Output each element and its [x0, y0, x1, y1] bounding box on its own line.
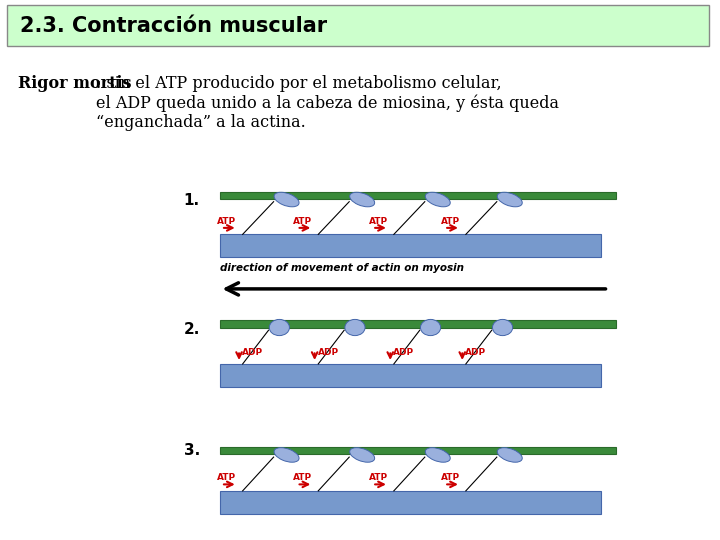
Text: 2.: 2. — [184, 322, 200, 337]
Ellipse shape — [498, 448, 522, 462]
Ellipse shape — [498, 192, 522, 207]
Text: ATP: ATP — [441, 473, 460, 482]
Text: ATP: ATP — [217, 217, 237, 226]
Text: ADP: ADP — [393, 348, 414, 357]
Text: Rigor mortis: Rigor mortis — [18, 75, 132, 91]
Ellipse shape — [492, 319, 513, 335]
Text: : sin el ATP producido por el metabolismo celular,
el ADP queda unido a la cabez: : sin el ATP producido por el metabolism… — [96, 75, 559, 131]
Text: ADP: ADP — [465, 348, 486, 357]
Text: direction of movement of actin on myosin: direction of movement of actin on myosin — [220, 262, 464, 273]
Bar — [220, 192, 616, 199]
Ellipse shape — [420, 319, 441, 335]
Bar — [220, 234, 601, 257]
Text: ADP: ADP — [242, 348, 263, 357]
Text: ATP: ATP — [441, 217, 460, 226]
Ellipse shape — [426, 448, 450, 462]
Ellipse shape — [350, 448, 374, 462]
Text: ATP: ATP — [369, 473, 388, 482]
Ellipse shape — [345, 319, 365, 335]
Text: ATP: ATP — [217, 473, 237, 482]
Text: ADP: ADP — [318, 348, 338, 357]
FancyBboxPatch shape — [7, 5, 709, 46]
Bar — [220, 364, 601, 387]
Text: 1.: 1. — [184, 193, 199, 208]
Text: ATP: ATP — [369, 217, 388, 226]
Ellipse shape — [269, 319, 289, 335]
Ellipse shape — [350, 192, 374, 207]
Text: 3.: 3. — [184, 443, 200, 458]
Text: 2.3. Contracción muscular: 2.3. Contracción muscular — [20, 16, 328, 36]
Text: ATP: ATP — [293, 217, 312, 226]
Ellipse shape — [426, 192, 450, 207]
Bar — [220, 447, 616, 455]
Bar — [220, 491, 601, 514]
Ellipse shape — [274, 448, 299, 462]
Text: ATP: ATP — [293, 473, 312, 482]
Ellipse shape — [274, 192, 299, 207]
Bar — [220, 320, 616, 327]
